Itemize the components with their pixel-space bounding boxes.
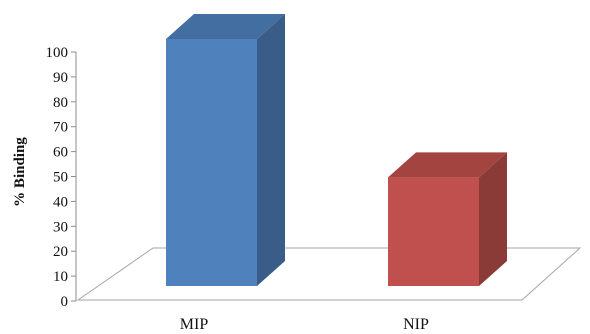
bar-front-face [166,39,257,286]
y-axis-title: % Binding [12,137,28,207]
y-tick-label: 50 [53,170,68,186]
bars [166,14,507,286]
y-axis: 0 10 20 30 40 50 60 70 80 90 100 [46,45,77,310]
bar-front-face [388,177,479,286]
y-tick-label: 40 [53,194,68,210]
floor-outline [76,247,582,301]
x-category-label: NIP [403,316,429,333]
bar-top-face [388,152,507,178]
bar-mip [166,14,285,286]
y-tick-label: 80 [53,95,68,111]
x-axis-labels: MIP NIP [180,316,429,333]
y-tick-label: 60 [53,145,68,161]
y-tick-label: 20 [53,244,68,260]
y-tick-label: 0 [61,294,69,310]
bar-nip [388,152,507,286]
bar-side-face [257,14,285,286]
y-tick-label: 30 [53,219,68,235]
y-tick-label: 70 [53,120,68,136]
y-tick-label: 90 [53,70,68,86]
y-tick-label: 100 [46,45,69,61]
bar-side-face [479,152,507,286]
bar-top-face [166,14,285,39]
x-category-label: MIP [180,316,209,333]
y-tick-label: 10 [53,269,68,285]
chart-floor [76,247,582,301]
